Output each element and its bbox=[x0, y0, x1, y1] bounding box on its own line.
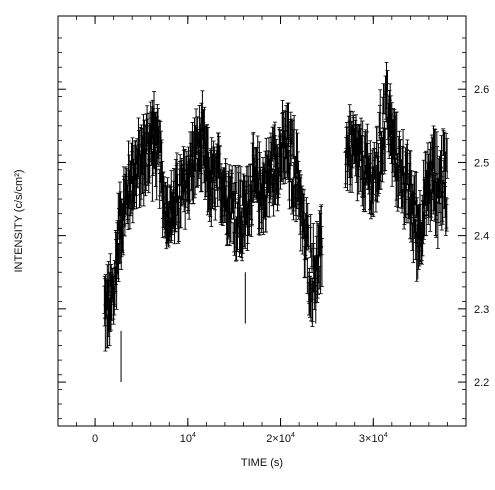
tick-layer: 2.2 2.3 2.4 2.5 2.6 0 104 2×104 3×104 bbox=[57, 16, 489, 445]
x-axis-label: TIME (s) bbox=[241, 457, 283, 469]
x-tick-exponent: 4 bbox=[291, 432, 295, 439]
x-tick-label: 104 bbox=[180, 432, 196, 445]
x-tick-label: 0 bbox=[92, 433, 98, 445]
x-tick-label: 2×104 bbox=[266, 432, 295, 445]
x-tick-exponent: 4 bbox=[192, 432, 196, 439]
y-tick-label: 2.3 bbox=[474, 304, 489, 316]
x-tick-exponent: 4 bbox=[384, 432, 388, 439]
y-tick-label: 2.4 bbox=[474, 231, 489, 243]
y-tick-label: 2.6 bbox=[474, 84, 489, 96]
data-layer bbox=[102, 61, 450, 383]
y-tick-label: 2.5 bbox=[474, 157, 489, 169]
x-tick-label: 3×104 bbox=[359, 432, 388, 445]
y-axis-label: INTENSITY (c/s/cm²) bbox=[13, 169, 25, 272]
y-tick-label: 2.2 bbox=[474, 377, 489, 389]
